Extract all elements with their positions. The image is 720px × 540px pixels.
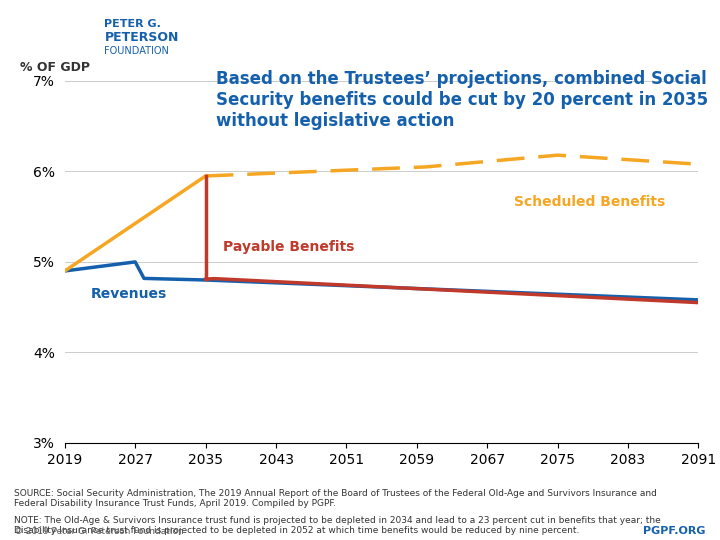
Text: PETER G.: PETER G.: [104, 19, 161, 29]
Polygon shape: [16, 23, 50, 58]
Text: Based on the Trustees’ projections, combined Social
Security benefits could be c: Based on the Trustees’ projections, comb…: [216, 70, 708, 130]
Text: Payable Benefits: Payable Benefits: [223, 240, 354, 254]
Text: PETERSON: PETERSON: [104, 31, 179, 44]
Text: Revenues: Revenues: [91, 287, 168, 301]
Text: Scheduled Benefits: Scheduled Benefits: [513, 195, 665, 209]
Text: FOUNDATION: FOUNDATION: [104, 46, 169, 56]
Text: NOTE: The Old-Age & Survivors Insurance trust fund is projected to be depleted i: NOTE: The Old-Age & Survivors Insurance …: [14, 516, 661, 535]
Text: © 2019 Peter G. Peterson Foundation: © 2019 Peter G. Peterson Foundation: [14, 526, 184, 536]
Text: % OF GDP: % OF GDP: [20, 61, 91, 74]
Text: SOURCE: Social Security Administration, The 2019 Annual Report of the Board of T: SOURCE: Social Security Administration, …: [14, 489, 657, 508]
Text: PGPF.ORG: PGPF.ORG: [643, 525, 706, 536]
